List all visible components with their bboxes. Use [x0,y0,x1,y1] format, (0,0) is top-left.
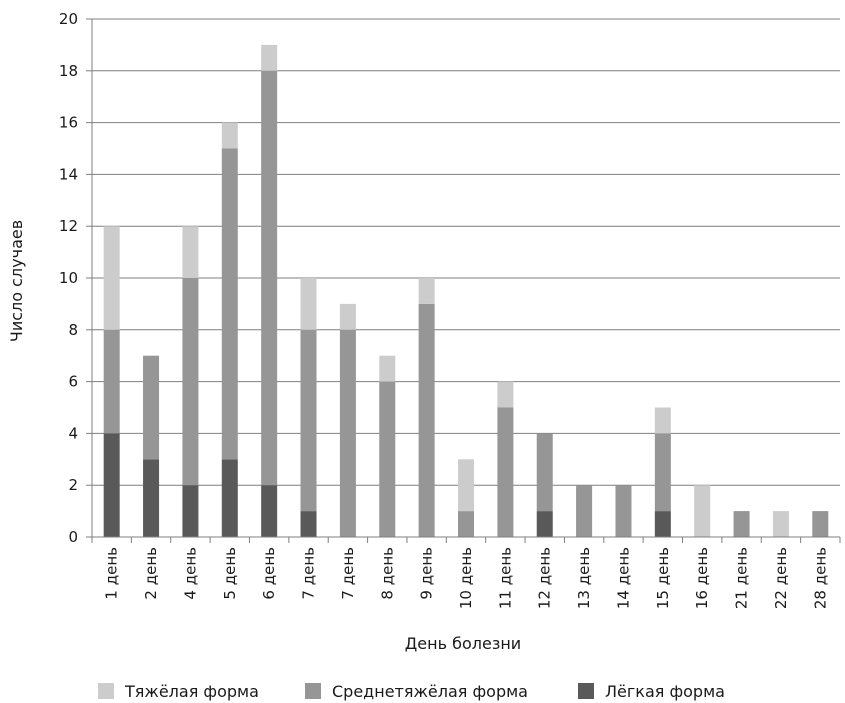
x-tick-label: 4 день [181,547,199,600]
x-tick-label: 15 день [654,547,672,609]
y-tick-label: 20 [59,10,78,28]
bar-segment-4-series-3 [221,122,238,149]
bar-segment-12-series-2 [536,433,553,512]
x-tick-label: 8 день [378,547,396,600]
legend: Тяжёлая форма Среднетяжёлая форма Лёгкая ф… [98,682,725,701]
x-tick-label: 2 день [142,547,160,600]
x-tick-label: 9 день [418,547,436,600]
x-tick-label: 28 день [811,547,829,609]
bar-segment-3-series-3 [182,226,199,278]
y-tick-label: 4 [68,424,78,442]
bar-segment-6-series-3 [300,278,317,330]
legend-label: Тяжёлая форма [124,682,259,701]
x-tick-label: 6 день [260,547,278,600]
bar-segment-15-series-2 [654,433,671,512]
bar-segment-15-series-1 [654,511,671,537]
x-tick-label: 21 день [733,547,751,609]
bar-segment-9-series-2 [418,303,435,537]
axes [86,18,841,543]
y-tick-label: 12 [59,217,78,235]
bar-segment-11-series-3 [497,381,514,408]
bar-segment-14-series-2 [615,485,632,537]
bar-segment-15-series-3 [654,407,671,434]
x-tick-label: 1 день [103,547,121,600]
bar-segment-17-series-2 [733,511,750,537]
legend-label: Среднетяжёлая форма [332,682,528,701]
bar-segment-8-series-3 [379,355,396,382]
bar-segment-1-series-1 [103,433,120,537]
x-tick-label: 7 день [339,547,357,600]
y-tick-label: 2 [68,476,78,494]
y-axis-label: Число случаев [7,220,26,342]
x-tick-label: 14 день [614,547,632,609]
y-tick-label: 6 [68,373,78,391]
x-tick-labels: 1 день 2 день 4 день 5 день 6 день 7 день 7 де… [103,547,830,609]
x-tick-label: 16 день [693,547,711,609]
x-tick-label: 7 день [300,547,318,600]
bar-segment-8-series-2 [379,381,396,537]
gridlines [92,18,840,486]
bar-segment-2-series-1 [143,459,160,537]
bar-segment-12-series-1 [536,511,553,537]
x-tick-label: 12 день [536,547,554,609]
bars [103,44,829,537]
bar-segment-4-series-2 [221,148,238,460]
bar-segment-16-series-3 [694,485,711,537]
bar-segment-1-series-3 [103,226,120,330]
bar-segment-11-series-2 [497,407,514,537]
bar-segment-18-series-3 [772,511,789,537]
x-tick-label: 13 день [575,547,593,609]
bar-segment-1-series-2 [103,329,120,434]
bar-segment-13-series-2 [576,485,593,537]
y-tick-label: 0 [68,528,78,546]
x-tick-label: 11 день [496,547,514,609]
bar-segment-7-series-3 [339,303,356,330]
bar-segment-19-series-2 [812,511,829,537]
bar-segment-5-series-1 [261,485,278,537]
bar-segment-3-series-2 [182,278,199,486]
legend-swatch [305,683,321,699]
y-tick-label: 10 [59,269,78,287]
bar-segment-4-series-1 [221,459,238,537]
y-tick-label: 16 [59,114,78,132]
bar-segment-6-series-1 [300,511,317,537]
legend-label: Лёгкая форма [605,682,725,701]
legend-swatch [98,683,114,699]
x-axis-label: День болезни [405,634,521,653]
y-tick-labels: 0 2 4 6 8 10 12 14 16 18 20 [59,10,78,546]
y-tick-label: 18 [59,62,78,80]
bar-segment-5-series-2 [261,70,278,486]
bar-segment-6-series-2 [300,329,317,512]
y-tick-label: 14 [59,165,78,183]
y-tick-label: 8 [68,321,78,339]
bar-segment-3-series-1 [182,485,199,537]
x-tick-label: 5 день [221,547,239,600]
x-tick-label: 10 день [457,547,475,609]
bar-segment-10-series-2 [458,511,474,537]
legend-swatch [578,683,594,699]
bar-segment-2-series-2 [143,355,160,460]
bar-segment-5-series-3 [261,44,278,71]
bar-segment-10-series-3 [458,459,474,512]
x-tick-label: 22 день [772,547,790,609]
bar-segment-9-series-3 [418,278,435,304]
bar-segment-7-series-2 [339,329,356,537]
